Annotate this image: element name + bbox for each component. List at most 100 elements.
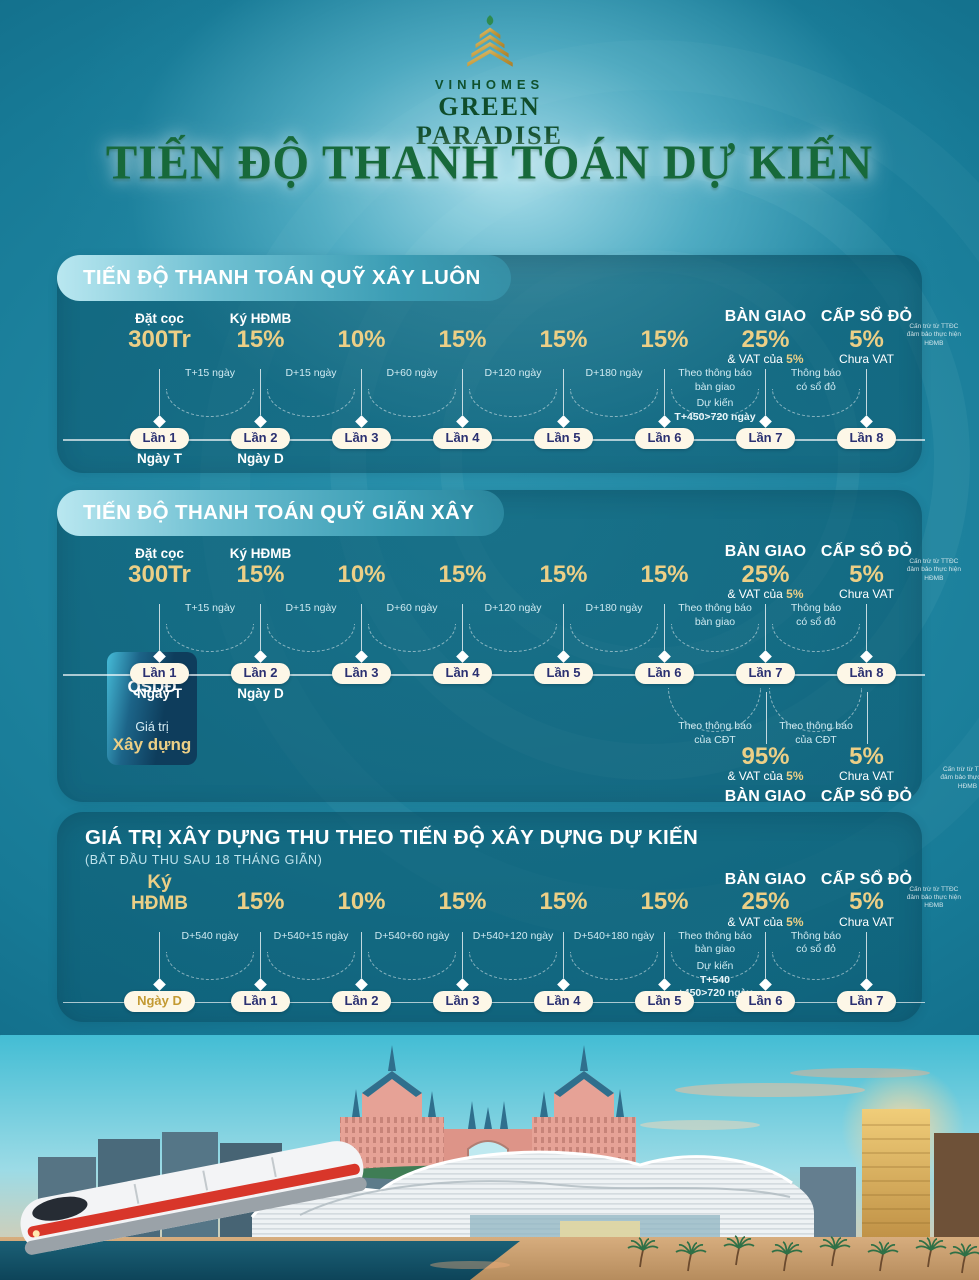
milestone-subtext: & VAT của 5% xyxy=(727,587,803,602)
logo-name-line1: GREEN xyxy=(438,92,541,121)
milestone-value: 25% xyxy=(741,325,790,353)
diamond-marker xyxy=(355,977,368,991)
cloud xyxy=(790,1068,930,1078)
diamond-marker xyxy=(860,650,873,663)
payment-pill: Lần 7 xyxy=(735,663,796,684)
timeline-line xyxy=(63,439,925,441)
milestone-value: 15% xyxy=(640,325,689,353)
payment-pill: Lần 5 xyxy=(533,663,594,684)
connector-line xyxy=(360,931,363,978)
connector-line xyxy=(461,604,464,650)
connector-line xyxy=(865,931,868,978)
cloud xyxy=(675,1083,865,1097)
connector-line xyxy=(259,931,262,978)
connector-line xyxy=(764,604,767,650)
payment-pill: Lần 8 xyxy=(836,428,897,449)
interval-label: bàn giao xyxy=(694,615,736,628)
milestone-column: Ký HĐMB 15% Lần 2 Ngày D xyxy=(210,542,311,703)
connector-line xyxy=(360,369,363,415)
payment-pill: Ngày D xyxy=(124,990,195,1012)
diamond-marker xyxy=(153,977,166,991)
interval: T+15 ngày xyxy=(160,365,261,425)
connector-line xyxy=(865,604,868,650)
timeline-line xyxy=(63,674,925,676)
milestone-head: 10% xyxy=(311,542,412,602)
interval-label: D+60 ngày xyxy=(386,602,438,614)
diamond-marker xyxy=(355,415,368,428)
payment-pill: Lần 2 xyxy=(230,663,291,684)
interval-label: D+15 ngày xyxy=(285,367,337,379)
milestone-head: 15% xyxy=(614,307,715,367)
interval-extra: T+540 xyxy=(699,973,731,986)
right-buildings xyxy=(800,1109,979,1257)
diamond-marker xyxy=(456,650,469,663)
milestone-head: Đặt cọc 300Tr xyxy=(109,307,210,367)
milestone-label: BÀN GIAO xyxy=(724,543,807,561)
connector-line xyxy=(865,369,868,415)
milestone-column: BÀN GIAO 25% & VAT của 5% Lần 7 xyxy=(715,307,816,468)
milestone-label: CẤP SỔ ĐỎ xyxy=(820,543,913,561)
milestone-value: 10% xyxy=(337,325,386,353)
subtext-plain: Chưa VAT xyxy=(839,587,894,601)
subtext-accent: 5% xyxy=(786,914,804,929)
interval-row: D+540 ngày D+540+15 ngày xyxy=(160,928,867,1001)
milestone-column: 15% Lần 4 xyxy=(412,542,513,703)
interval-label: có sổ đỏ xyxy=(796,615,836,628)
milestone-value: 15% xyxy=(640,560,689,588)
interval-label: Theo thông báo xyxy=(678,929,752,942)
payment-pill: Lần 6 xyxy=(735,990,796,1012)
milestone-value: 15% xyxy=(539,325,588,353)
connector-line xyxy=(764,369,767,415)
milestone-value: 5% xyxy=(849,325,884,353)
logo-pyramid-icon xyxy=(466,15,513,67)
interval-extra: Dự kiến xyxy=(696,959,734,972)
handover-95-block: 95% & VAT của 5% BÀN GIAO xyxy=(696,744,836,806)
milestone-value: 15% xyxy=(640,888,689,916)
connector-line xyxy=(158,369,161,415)
milestone-subtext: Chưa VAT xyxy=(839,915,894,930)
convention-center xyxy=(250,1150,814,1242)
pill-below-label: Ngày T xyxy=(136,450,182,466)
interval-label: Theo thông báo xyxy=(678,367,752,379)
timeline-line xyxy=(63,1001,925,1004)
milestone-column: Đặt cọc 300Tr Lần 1 Ngày T xyxy=(109,307,210,468)
diamond-marker xyxy=(658,415,671,428)
panel-quy-xay-luon: TIẾN ĐỘ THANH TOÁN QUỸ XÂY LUÔN Đặt cọc … xyxy=(57,255,961,473)
milestone-note: Cấn trừ từ TTĐC đảm bảo thực hiện HĐMB xyxy=(906,558,961,582)
milestone-head: 15% xyxy=(513,307,614,367)
milestone-value: 10% xyxy=(337,888,386,916)
construction-payment-section: Theo thông báo của CĐT Theo thông báo củ… xyxy=(109,680,979,850)
interval-label: D+180 ngày xyxy=(585,367,643,379)
milestone-head: Ký HĐMB 15% xyxy=(210,542,311,602)
milestone-head: BÀN GIAO 25% & VAT của 5% xyxy=(715,542,816,602)
interval-extra: T+450>720 ngày xyxy=(674,410,756,423)
diamond-marker xyxy=(860,977,873,991)
milestone-head: CẤP SỔ ĐỎ 5% Chưa VAT Cấn trừ từ TTĐC đả… xyxy=(816,542,961,602)
interval: D+15 ngày xyxy=(261,365,362,425)
milestone-column: 15% Lần 5 xyxy=(513,307,614,468)
milestone-head: 15% xyxy=(412,870,513,930)
milestone-label: CẤP SỔ ĐỎ xyxy=(820,871,913,889)
milestone-value: 300Tr xyxy=(128,325,191,353)
interval: D+180 ngày xyxy=(564,365,665,425)
panel-3-timeline: Ký HĐMB Ngày D 15% xyxy=(63,870,961,1032)
milestone-head: 10% xyxy=(311,307,412,367)
milestone-head: 15% xyxy=(614,870,715,930)
interval-label: bàn giao xyxy=(694,943,736,956)
diamond-marker xyxy=(456,415,469,428)
milestone-note: Cấn trừ từ TTĐC đảm bảo thực hiện HĐMB xyxy=(906,323,961,347)
milestone-head: 15% xyxy=(210,870,311,930)
milestone-column: 15% Lần 3 xyxy=(412,870,513,1012)
diamond-marker xyxy=(759,650,772,663)
interval: Theo thông báo bàn giao Dự kiến T+540 +4… xyxy=(665,928,766,1001)
milestone-value: 25% xyxy=(741,560,790,588)
milestone-head: 15% xyxy=(412,307,513,367)
diamond-marker xyxy=(153,650,166,663)
milestone-value: 15% xyxy=(438,325,487,353)
milestone-column: 10% Lần 3 xyxy=(311,542,412,703)
connector-line xyxy=(562,604,565,650)
milestone-column: Ký HĐMB 15% Lần 2 Ngày D xyxy=(210,307,311,468)
panel-2-header: TIẾN ĐỘ THANH TOÁN QUỸ GIÃN XÂY xyxy=(57,490,505,536)
diamond-marker xyxy=(355,650,368,663)
interval-label: T+15 ngày xyxy=(185,367,235,379)
